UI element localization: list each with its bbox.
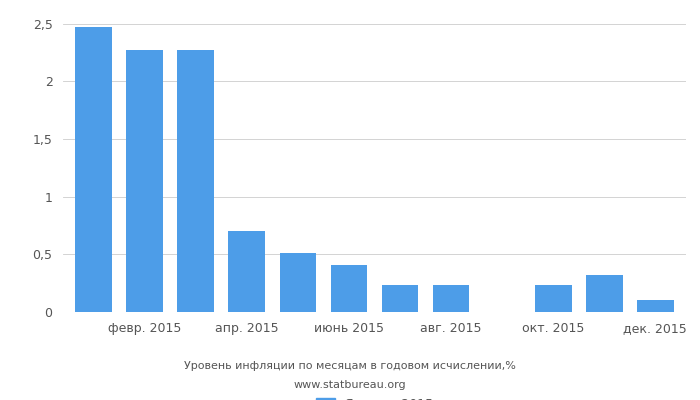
Bar xyxy=(586,275,623,312)
Bar xyxy=(433,286,470,312)
Bar xyxy=(279,253,316,312)
Bar xyxy=(382,286,419,312)
Bar xyxy=(330,265,368,312)
Bar xyxy=(535,286,572,312)
Text: www.statbureau.org: www.statbureau.org xyxy=(294,380,406,390)
Bar xyxy=(228,231,265,312)
Bar xyxy=(177,50,214,312)
Bar xyxy=(637,300,673,312)
Bar xyxy=(76,27,112,312)
Legend: Япония, 2015: Япония, 2015 xyxy=(311,393,438,400)
Text: Уровень инфляции по месяцам в годовом исчислении,%: Уровень инфляции по месяцам в годовом ис… xyxy=(184,361,516,371)
Bar xyxy=(126,50,163,312)
